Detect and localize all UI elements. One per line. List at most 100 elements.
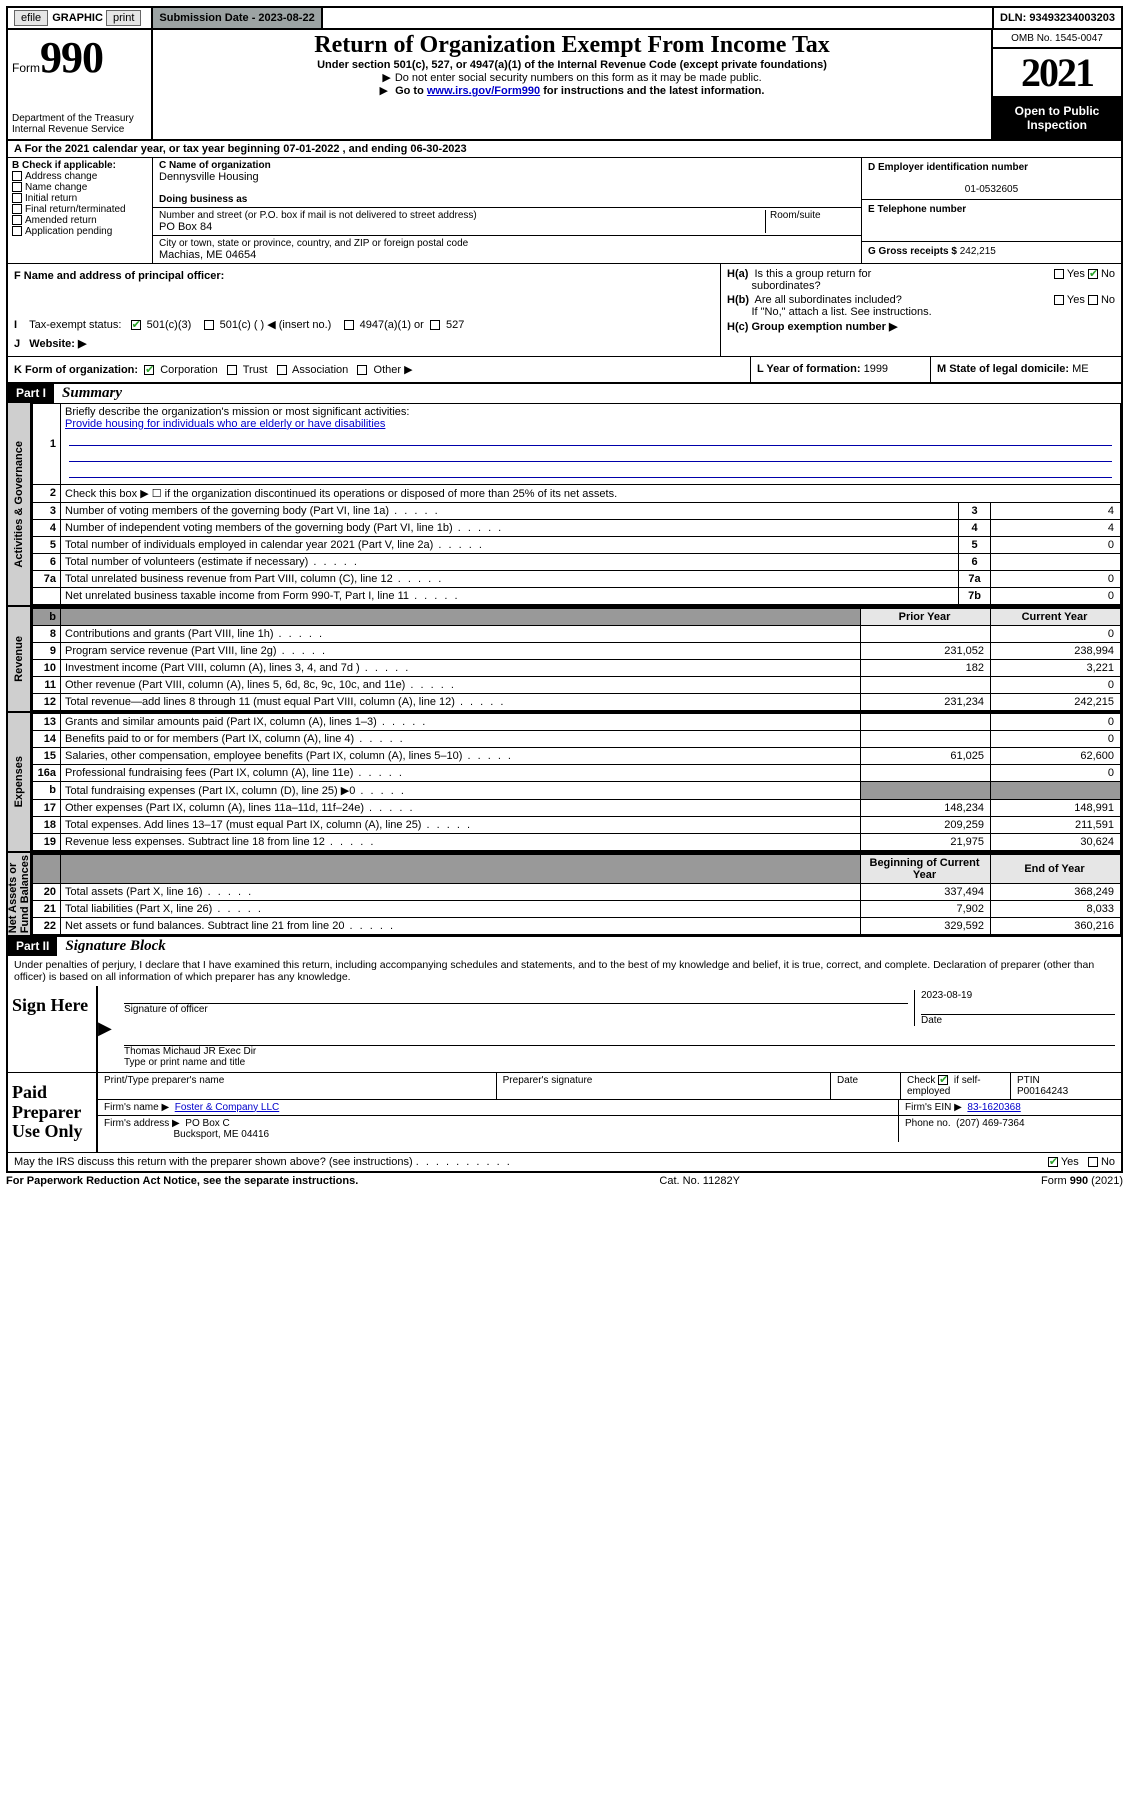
ha-yes: Yes — [1067, 268, 1085, 280]
l1-num: 1 — [33, 403, 61, 484]
row-current: 0 — [991, 676, 1121, 693]
row-num: 5 — [33, 536, 61, 553]
line-a-begin: 07-01-2022 — [283, 143, 339, 155]
row-current: 360,216 — [991, 917, 1121, 934]
row-desc: Total liabilities (Part X, line 26) — [61, 900, 861, 917]
chk-initial-return[interactable] — [12, 193, 22, 203]
m-label: M State of legal domicile: — [937, 363, 1069, 375]
c-name-label: C Name of organization — [159, 160, 855, 171]
row-desc: Professional fundraising fees (Part IX, … — [61, 764, 861, 781]
chk-discuss-no[interactable] — [1088, 1157, 1098, 1167]
governance-wrap: Activities & Governance 1 Briefly descri… — [6, 403, 1123, 607]
row-current: 62,600 — [991, 747, 1121, 764]
print-button[interactable]: print — [106, 10, 141, 26]
expenses-table: 13Grants and similar amounts paid (Part … — [32, 713, 1121, 851]
net-header-spacer1 — [33, 854, 61, 884]
hb-no: No — [1101, 294, 1115, 306]
row-desc: Total unrelated business revenue from Pa… — [61, 570, 959, 587]
open-public: Open to Public Inspection — [993, 98, 1121, 139]
l1-mission-link[interactable]: Provide housing for individuals who are … — [65, 418, 385, 430]
pp-firmaddr-l2: Bucksport, ME 04416 — [173, 1129, 269, 1140]
d-label: D Employer identification number — [868, 162, 1028, 173]
irs-label: Internal Revenue Service — [12, 124, 147, 135]
part1-title: Summary — [54, 384, 1121, 403]
efile-button[interactable]: efile — [14, 10, 48, 26]
row-ref: 7b — [959, 587, 991, 604]
chk-app-pending[interactable] — [12, 226, 22, 236]
chk-name-change[interactable] — [12, 182, 22, 192]
col-f: F Name and address of principal officer:… — [8, 264, 721, 356]
pp-firmein-label: Firm's EIN ▶ — [905, 1102, 962, 1113]
k-other: Other ▶ — [374, 364, 413, 376]
part2-header: Part II Signature Block — [6, 937, 1123, 956]
row-num: 9 — [33, 642, 61, 659]
row-desc: Investment income (Part VIII, column (A)… — [61, 659, 861, 676]
chk-other[interactable] — [357, 365, 367, 375]
chk-final-return[interactable] — [12, 204, 22, 214]
chk-ha-yes[interactable] — [1054, 269, 1064, 279]
chk-trust[interactable] — [227, 365, 237, 375]
chk-527[interactable] — [430, 320, 440, 330]
discuss-row: May the IRS discuss this return with the… — [8, 1152, 1121, 1171]
k-l-m-row: K Form of organization: Corporation Trus… — [6, 357, 1123, 384]
chk-self-employed[interactable] — [938, 1075, 948, 1085]
i-4947: 4947(a)(1) or — [360, 319, 424, 331]
chk-address-change[interactable] — [12, 171, 22, 181]
row-num: 11 — [33, 676, 61, 693]
col-m: M State of legal domicile: ME — [931, 357, 1121, 382]
row-prior: 329,592 — [861, 917, 991, 934]
pp-firmaddr-l1: PO Box C — [185, 1118, 229, 1129]
line-a: A For the 2021 calendar year, or tax yea… — [6, 141, 1123, 158]
efile-cell: efile GRAPHIC print — [8, 8, 153, 28]
row-num: 19 — [33, 833, 61, 850]
paid-preparer-row: Paid Preparer Use Only Print/Type prepar… — [8, 1073, 1121, 1152]
vtab-revenue-label: Revenue — [13, 636, 25, 682]
lbl-final-return: Final return/terminated — [25, 204, 126, 215]
row-current: 30,624 — [991, 833, 1121, 850]
form-header: Form990 Department of the Treasury Inter… — [6, 30, 1123, 141]
row-val: 0 — [991, 536, 1121, 553]
paid-preparer-label: Paid Preparer Use Only — [8, 1073, 98, 1152]
hc-label: H(c) Group exemption number ▶ — [727, 321, 897, 333]
goto-link[interactable]: www.irs.gov/Form990 — [427, 85, 540, 97]
col-c: C Name of organization Dennysville Housi… — [153, 158, 861, 263]
chk-ha-no[interactable] — [1088, 269, 1098, 279]
header-b-spacer — [61, 608, 861, 626]
chk-amended[interactable] — [12, 215, 22, 225]
row-prior: 182 — [861, 659, 991, 676]
c-city-value: Machias, ME 04654 — [159, 249, 855, 261]
row-prior — [861, 625, 991, 642]
row-val — [991, 553, 1121, 570]
revenue-table: b Prior Year Current Year 8Contributions… — [32, 607, 1121, 711]
row-prior: 231,234 — [861, 693, 991, 710]
chk-501c[interactable] — [204, 320, 214, 330]
chk-hb-no[interactable] — [1088, 295, 1098, 305]
submission-date: 2023-08-22 — [258, 12, 314, 24]
row-current: 0 — [991, 713, 1121, 730]
part1-header: Part I Summary — [6, 384, 1123, 403]
pp-firmname-link[interactable]: Foster & Company LLC — [175, 1102, 280, 1113]
j-text: Website: ▶ — [29, 338, 86, 350]
row-desc: Other expenses (Part IX, column (A), lin… — [61, 799, 861, 816]
discuss-text: May the IRS discuss this return with the… — [14, 1156, 413, 1168]
chk-corp[interactable] — [144, 365, 154, 375]
row-num — [33, 587, 61, 604]
pp-phone: (207) 469-7364 — [956, 1118, 1024, 1129]
col-k: K Form of organization: Corporation Trus… — [8, 357, 751, 382]
pp-ptin: P00164243 — [1017, 1086, 1068, 1097]
chk-assoc[interactable] — [277, 365, 287, 375]
pp-firmein-link[interactable]: 83-1620368 — [967, 1102, 1020, 1113]
line-a-prefix: A For the 2021 calendar year, or tax yea… — [14, 143, 283, 155]
form-under-section: Under section 501(c), 527, or 4947(a)(1)… — [159, 59, 985, 71]
chk-4947[interactable] — [344, 320, 354, 330]
chk-discuss-yes[interactable] — [1048, 1157, 1058, 1167]
submission-cell: Submission Date - 2023-08-22 — [153, 8, 322, 28]
row-desc: Total fundraising expenses (Part IX, col… — [61, 781, 861, 799]
row-desc: Total number of volunteers (estimate if … — [61, 553, 959, 570]
sign-here-label: Sign Here — [8, 986, 98, 1072]
chk-501c3[interactable] — [131, 320, 141, 330]
row-ref: 3 — [959, 502, 991, 519]
revenue-wrap: Revenue b Prior Year Current Year 8Contr… — [6, 607, 1123, 713]
chk-hb-yes[interactable] — [1054, 295, 1064, 305]
row-prior: 209,259 — [861, 816, 991, 833]
